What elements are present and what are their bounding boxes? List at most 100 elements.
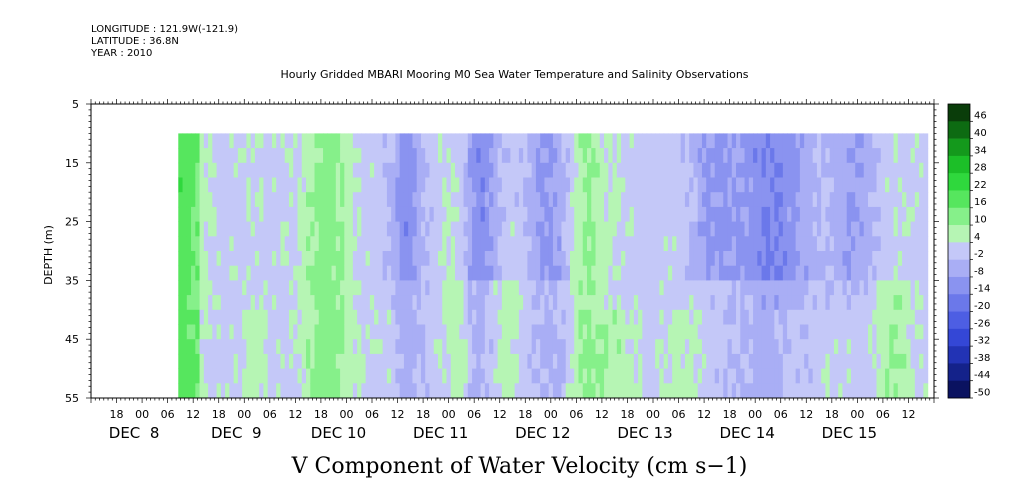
heatmap-cell [544, 133, 550, 149]
heatmap-cell [199, 309, 205, 325]
heatmap-cell [335, 206, 341, 222]
heatmap-cell [306, 177, 311, 193]
heatmap-cell [463, 251, 469, 267]
heatmap-cell [791, 162, 797, 178]
heatmap-cell [369, 221, 375, 237]
x-tick-label: 12 [799, 408, 813, 421]
heatmap-cell [467, 324, 473, 340]
heatmap-cell [493, 383, 499, 399]
heatmap-cell [352, 295, 358, 311]
heatmap-cell [399, 221, 405, 237]
heatmap-cell [548, 324, 554, 340]
heatmap-cell [284, 162, 290, 178]
heatmap-cell [650, 368, 656, 384]
heatmap-cell [599, 280, 605, 296]
heatmap-cell [408, 177, 414, 193]
heatmap-cell [765, 383, 771, 399]
heatmap-cell [259, 162, 265, 178]
heatmap-cell [833, 324, 839, 340]
heatmap-cell [259, 236, 265, 252]
colorbar-label: 46 [974, 111, 987, 122]
heatmap-cell [829, 162, 835, 178]
heatmap-cell [408, 295, 414, 311]
heatmap-cell [446, 221, 452, 237]
heatmap-cell [527, 353, 533, 369]
heatmap-cell [774, 192, 780, 208]
heatmap-cell [446, 192, 452, 208]
heatmap-cell [472, 236, 477, 252]
heatmap-cell [821, 324, 827, 340]
heatmap-cell [655, 133, 660, 149]
heatmap-cell [599, 339, 605, 355]
heatmap-cell [787, 251, 792, 267]
heatmap-cell [288, 368, 294, 384]
heatmap-cell [437, 309, 443, 325]
heatmap-cell [727, 236, 733, 252]
heatmap-cell [770, 383, 775, 399]
heatmap-cell [208, 192, 213, 208]
heatmap-cell [429, 295, 435, 311]
heatmap-cell [770, 236, 775, 252]
heatmap-cell [816, 339, 822, 355]
heatmap-cell [395, 133, 401, 149]
heatmap-cell [271, 353, 277, 369]
heatmap-cell [259, 280, 265, 296]
heatmap-cell [608, 280, 614, 296]
heatmap-cell [816, 162, 822, 178]
heatmap-cell [578, 236, 584, 252]
heatmap-cell [821, 280, 827, 296]
heatmap-cell [361, 206, 367, 222]
heatmap-cell [885, 324, 890, 340]
heatmap-cell [331, 353, 337, 369]
heatmap-cell [897, 177, 903, 193]
heatmap-cell [868, 192, 873, 208]
heatmap-cell [582, 236, 588, 252]
heatmap-cell [672, 206, 678, 222]
heatmap-cell [621, 295, 626, 311]
heatmap-cell [872, 236, 878, 252]
heatmap-cell [919, 295, 924, 311]
heatmap-cell [280, 177, 286, 193]
heatmap-cell [667, 339, 673, 355]
heatmap-cell [697, 251, 703, 267]
heatmap-cell [787, 162, 792, 178]
heatmap-cell [604, 192, 609, 208]
heatmap-cell [425, 280, 431, 296]
heatmap-cell [344, 339, 350, 355]
heatmap-cell [842, 265, 848, 281]
heatmap-cell [412, 295, 418, 311]
heatmap-cell [501, 339, 507, 355]
heatmap-cell [761, 324, 767, 340]
heatmap-cell [276, 148, 282, 164]
heatmap-cell [403, 309, 409, 325]
heatmap-cell [361, 221, 367, 237]
heatmap-cell [506, 353, 511, 369]
heatmap-cell [821, 148, 827, 164]
heatmap-cell [514, 177, 520, 193]
heatmap-cell [357, 295, 362, 311]
heatmap-cell [885, 280, 890, 296]
heatmap-cell [352, 353, 358, 369]
heatmap-cell [672, 192, 678, 208]
heatmap-cell [323, 177, 328, 193]
heatmap-cell [893, 265, 899, 281]
heatmap-cell [569, 324, 575, 340]
heatmap-cell [306, 206, 311, 222]
heatmap-cell [195, 133, 201, 149]
heatmap-cell [855, 221, 861, 237]
heatmap-cell [923, 280, 929, 296]
heatmap-cell [565, 133, 571, 149]
heatmap-cell [212, 353, 218, 369]
heatmap-cell [348, 221, 354, 237]
heatmap-cell [284, 368, 290, 384]
heatmap-cell [254, 280, 260, 296]
heatmap-cell [544, 221, 550, 237]
heatmap-cell [650, 339, 656, 355]
heatmap-cell [748, 339, 754, 355]
heatmap-cell [774, 339, 780, 355]
heatmap-cell [531, 148, 537, 164]
heatmap-cell [897, 265, 903, 281]
heatmap-cell [770, 251, 775, 267]
heatmap-cell [335, 295, 341, 311]
heatmap-cell [629, 295, 635, 311]
